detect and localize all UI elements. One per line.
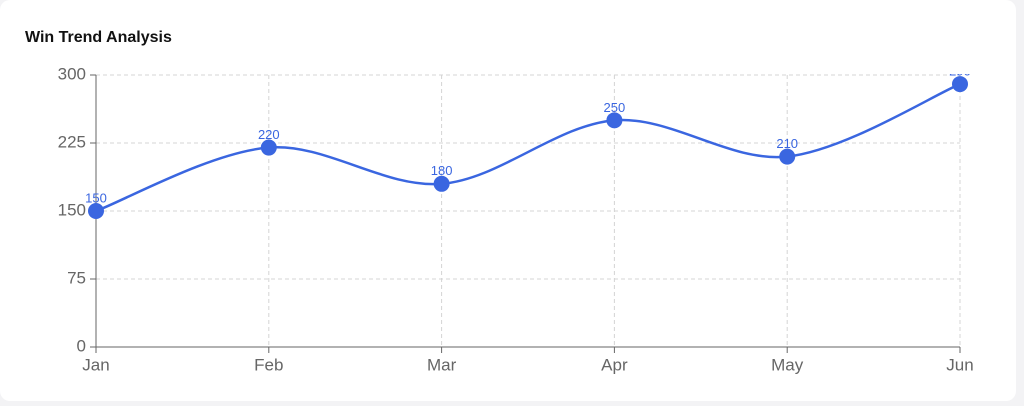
data-label: 210 (776, 136, 798, 151)
point (952, 76, 968, 93)
chart: Win Trend Analysis 0 75 150 225 300 Jan Feb Mar… (25, 29, 974, 374)
data-label: 150 (85, 190, 107, 205)
x-tick-label: Jun (946, 355, 973, 374)
y-tick-label: 0 (77, 336, 86, 355)
y-tick-label: 150 (58, 200, 86, 219)
data-label: 250 (604, 100, 626, 115)
x-tick-label: Jan (82, 355, 109, 374)
data-label: 290 (949, 64, 971, 79)
y-tick-label: 300 (58, 64, 86, 83)
y-tick-label: 225 (58, 132, 86, 151)
x-tick-label: Feb (254, 355, 283, 374)
x-tick-label: Mar (427, 355, 457, 374)
chart-title: Win Trend Analysis (25, 29, 172, 46)
line (95, 82, 961, 213)
data-label: 220 (258, 127, 280, 142)
y-tick-label: 75 (67, 268, 86, 287)
card: Win Trend Analysis 0 75 150 225 300 Jan Feb Mar… (0, 0, 1016, 401)
x-tick-label: May (771, 355, 804, 374)
point (433, 175, 450, 192)
data-label: 180 (431, 163, 453, 178)
x-tick-label: Apr (601, 355, 628, 374)
point (88, 203, 104, 219)
point (260, 139, 277, 156)
point (779, 148, 796, 165)
point (606, 112, 623, 129)
